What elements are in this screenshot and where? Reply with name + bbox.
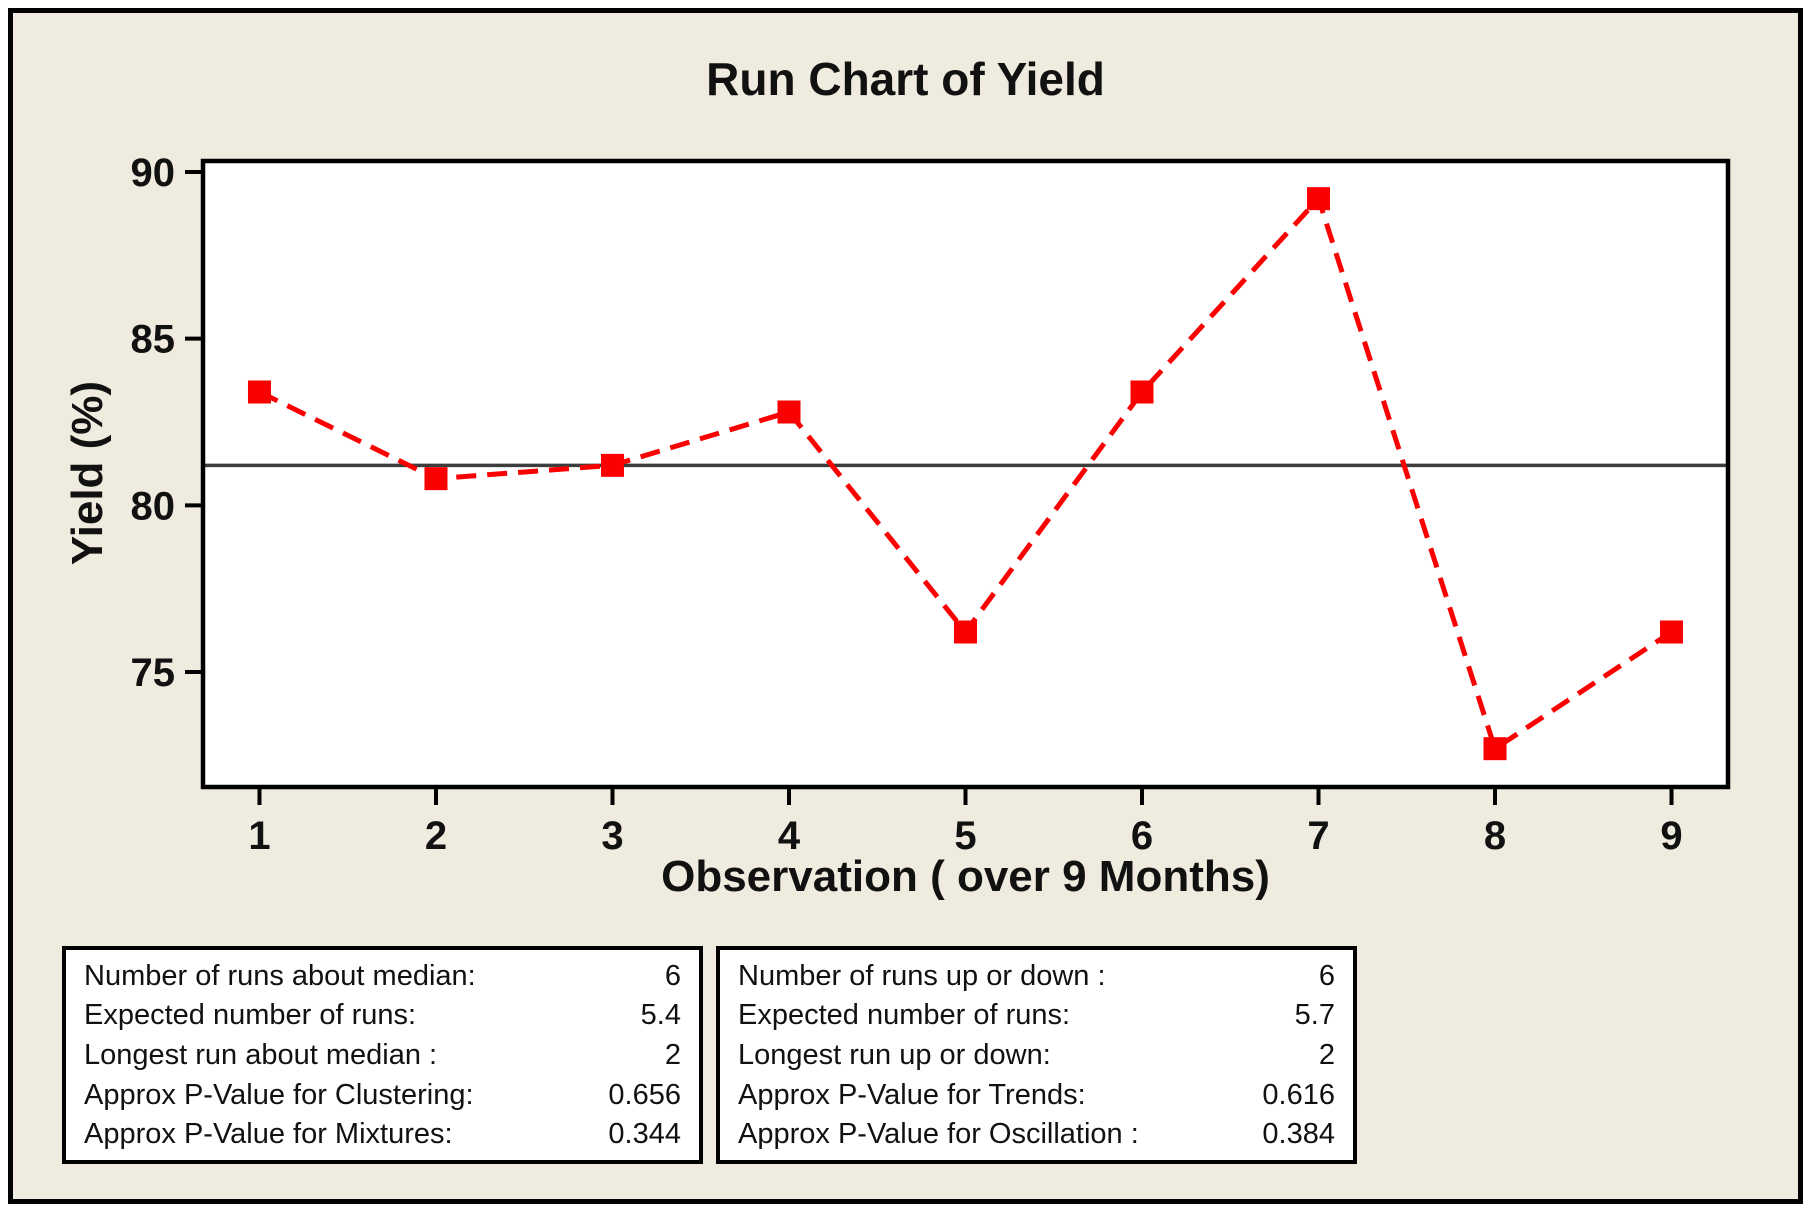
data-point-marker (424, 467, 448, 491)
stats-box-runs-about-median: Number of runs about median: 6 Expected … (62, 946, 703, 1164)
stat-row: Number of runs up or down : 6 (738, 957, 1335, 995)
data-point-markers (247, 187, 1684, 761)
x-axis-ticks: 1 2 3 4 5 6 7 8 9 (248, 787, 1683, 858)
stat-value: 0.344 (608, 1118, 681, 1151)
stat-row: Approx P-Value for Mixtures: 0.344 (84, 1115, 681, 1153)
x-tick-label: 8 (1484, 814, 1506, 858)
stat-value: 0.616 (1262, 1078, 1335, 1111)
data-point-marker (777, 400, 801, 424)
stat-value: 2 (1318, 1038, 1335, 1071)
stat-value: 5.4 (640, 999, 681, 1032)
stat-label: Expected number of runs: (738, 999, 1071, 1032)
data-point-marker (1660, 620, 1684, 644)
y-tick-label: 90 (131, 151, 176, 195)
stat-label: Number of runs about median: (84, 959, 476, 992)
x-tick-label: 6 (1131, 814, 1153, 858)
x-tick-label: 2 (425, 814, 447, 858)
stat-value: 2 (664, 1038, 681, 1071)
y-tick-label: 80 (131, 484, 176, 528)
data-point-marker (247, 380, 271, 404)
y-tick-label: 85 (131, 318, 176, 362)
data-point-marker (600, 453, 624, 477)
x-tick-label: 5 (954, 814, 976, 858)
stat-row: Number of runs about median: 6 (84, 957, 681, 995)
stat-label: Approx P-Value for Oscillation : (738, 1118, 1139, 1151)
chart-title: Run Chart of Yield (706, 53, 1105, 105)
x-tick-label: 9 (1660, 814, 1682, 858)
y-axis-ticks: 75 80 85 90 (131, 151, 203, 695)
data-point-marker (1483, 737, 1507, 761)
x-tick-label: 7 (1307, 814, 1329, 858)
stat-label: Number of runs up or down : (738, 959, 1106, 992)
stat-value: 6 (1318, 959, 1335, 992)
stat-row: Longest run up or down: 2 (738, 1036, 1335, 1074)
y-tick-label: 75 (131, 651, 176, 695)
stat-label: Expected number of runs: (84, 999, 417, 1032)
stat-label: Approx P-Value for Clustering: (84, 1078, 474, 1111)
data-point-marker (954, 620, 977, 644)
x-tick-label: 4 (778, 814, 801, 858)
x-tick-label: 3 (601, 814, 623, 858)
stat-value: 6 (664, 959, 681, 992)
stat-label: Approx P-Value for Mixtures: (84, 1118, 453, 1151)
stats-box-runs-up-down: Number of runs up or down : 6 Expected n… (716, 946, 1357, 1164)
stat-row: Approx P-Value for Oscillation : 0.384 (738, 1115, 1335, 1153)
stat-row: Expected number of runs: 5.7 (738, 996, 1335, 1034)
x-tick-label: 1 (248, 814, 270, 858)
x-axis-label: Observation ( over 9 Months) (661, 852, 1270, 901)
stat-row: Longest run about median : 2 (84, 1036, 681, 1074)
data-point-marker (1130, 380, 1154, 404)
stat-row: Expected number of runs: 5.4 (84, 996, 681, 1034)
stat-label: Approx P-Value for Trends: (738, 1078, 1086, 1111)
stat-value: 0.384 (1262, 1118, 1335, 1151)
stat-row: Approx P-Value for Trends: 0.616 (738, 1076, 1335, 1114)
stat-label: Longest run about median : (84, 1038, 438, 1071)
data-point-marker (1307, 187, 1331, 211)
stat-label: Longest run up or down: (738, 1038, 1051, 1071)
stat-value: 0.656 (608, 1078, 681, 1111)
stat-value: 5.7 (1294, 999, 1335, 1032)
stat-row: Approx P-Value for Clustering: 0.656 (84, 1076, 681, 1114)
